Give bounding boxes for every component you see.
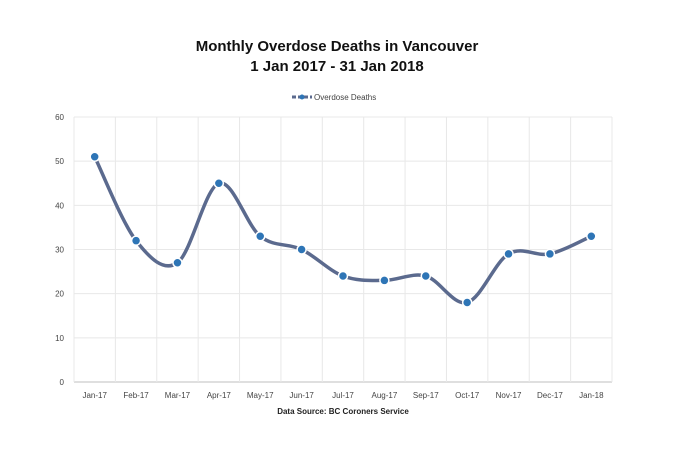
x-tick-label: May-17 [247,391,274,400]
x-axis-label: Data Source: BC Coroners Service [277,407,409,416]
data-point [379,275,390,286]
y-tick-label: 30 [55,246,64,255]
y-tick-label: 60 [55,113,64,122]
y-tick-label: 50 [55,157,64,166]
y-tick-label: 20 [55,290,64,299]
x-tick-label: Sep-17 [413,391,439,400]
x-tick-label: Aug-17 [371,391,397,400]
x-tick-label: Dec-17 [537,391,563,400]
data-point [420,270,432,282]
x-tick-label: Jan-17 [82,391,107,400]
x-tick-label: Apr-17 [207,391,232,400]
x-tick-label: Jan-18 [579,391,604,400]
data-point [544,248,556,260]
legend: Overdose Deaths [292,93,376,102]
grid [73,116,613,383]
data-point [337,270,349,282]
data-point [461,297,473,308]
legend-label: Overdose Deaths [314,93,376,102]
y-tick-label: 0 [60,378,65,387]
chart-title: Monthly Overdose Deaths in Vancouver [195,38,479,55]
y-axis-ticks: 0 10 20 30 40 50 60 [55,113,64,387]
data-point [89,151,100,162]
y-tick-label: 10 [55,334,64,343]
data-point [503,248,514,260]
x-axis-ticks: Jan-17 Feb-17 Mar-17 Apr-17 May-17 Jun-17 Jul-… [82,391,604,400]
x-tick-label: Jul-17 [332,391,354,400]
data-point [296,244,307,255]
x-tick-label: Feb-17 [123,391,149,400]
chart-subtitle: 1 Jan 2017 - 31 Jan 2018 [250,58,424,75]
x-tick-label: Oct-17 [455,391,480,400]
data-point [213,178,225,189]
data-point [254,231,266,242]
data-point [172,257,183,268]
y-tick-label: 40 [55,201,64,210]
x-tick-label: Nov-17 [496,391,522,400]
series-markers [89,151,597,308]
x-tick-label: Jun-17 [289,391,314,400]
data-point [130,235,142,246]
data-point [586,231,597,242]
x-tick-label: Mar-17 [165,391,191,400]
